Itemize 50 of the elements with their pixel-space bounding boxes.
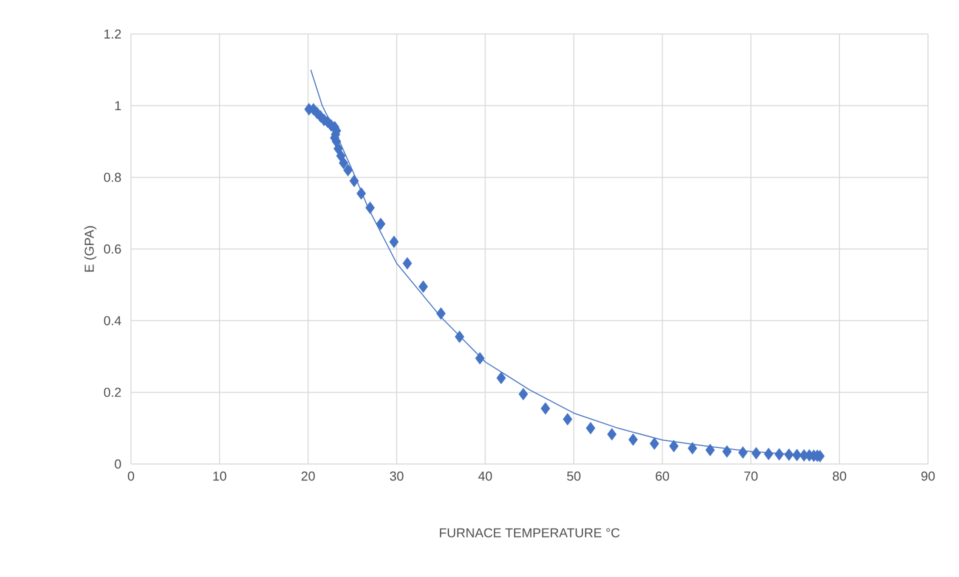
point: [586, 422, 596, 434]
point: [669, 440, 679, 452]
point: [518, 388, 528, 400]
point: [752, 447, 761, 460]
point: [607, 428, 617, 440]
y-tick-label: 0: [114, 459, 121, 469]
point: [454, 330, 464, 343]
x-tick-label: 20: [302, 472, 315, 481]
point: [774, 448, 784, 461]
x-tick-label: 80: [832, 472, 846, 481]
point: [784, 448, 794, 461]
x-tick-label: 70: [744, 472, 758, 481]
point: [738, 446, 748, 459]
point: [418, 280, 428, 293]
point: [688, 442, 698, 454]
x-tick-label: 30: [390, 472, 404, 481]
point: [792, 448, 802, 462]
point: [356, 187, 366, 200]
y-tick-label: 0.2: [104, 388, 121, 397]
point: [376, 218, 386, 230]
y-tick-label: 1.2: [104, 29, 121, 39]
point: [628, 433, 638, 446]
x-tick-label: 60: [656, 472, 670, 481]
y-axis-title: E (GPA): [84, 226, 96, 272]
point: [650, 437, 660, 450]
point: [722, 445, 732, 458]
point: [343, 164, 353, 176]
x-tick-label: 50: [567, 472, 580, 481]
point: [389, 236, 399, 248]
x-axis-title: FURNACE TEMPERATURE °C: [440, 528, 620, 538]
point: [338, 156, 348, 170]
y-tick-label: 0.8: [104, 172, 121, 182]
point: [365, 202, 375, 214]
point: [562, 413, 572, 426]
point: [436, 307, 446, 320]
point: [334, 142, 343, 155]
y-tick-label: 1: [115, 101, 121, 110]
x-tick-label: 40: [478, 472, 492, 481]
y-tick-label: 0.4: [104, 316, 122, 326]
x-tick-label: 90: [921, 472, 935, 481]
point: [349, 174, 359, 188]
y-tick-label: 0.6: [104, 244, 121, 254]
point: [496, 372, 506, 384]
x-tick-label: 10: [213, 472, 226, 481]
point: [540, 402, 550, 415]
point: [402, 257, 412, 270]
point: [764, 448, 774, 460]
point: [475, 352, 485, 364]
x-tick-label: 0: [128, 472, 134, 481]
point: [705, 444, 715, 456]
